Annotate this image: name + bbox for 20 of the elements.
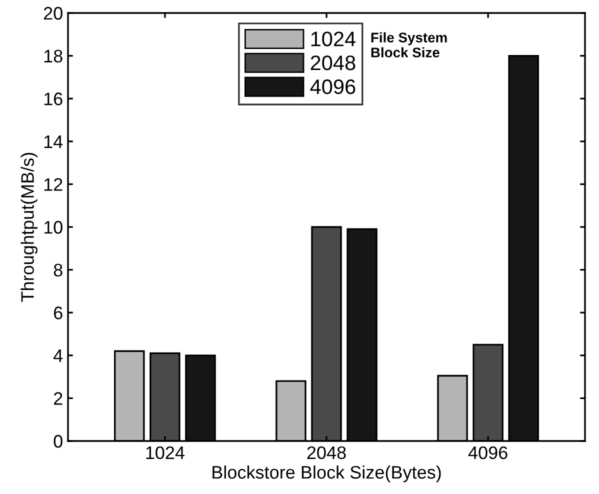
x-axis-title: Blockstore Block Size(Bytes) xyxy=(212,465,441,482)
legend-title: File System Block Size xyxy=(371,32,447,58)
x-tick-label: 2048 xyxy=(307,446,346,460)
legend-label: 2048 xyxy=(310,55,356,70)
y-tick-label: 10 xyxy=(44,220,62,234)
y-tick-label: 8 xyxy=(54,264,62,277)
y-tick-label: 18 xyxy=(44,50,62,63)
y-tick-label: 16 xyxy=(44,92,62,106)
y-tick-label: 12 xyxy=(44,178,62,191)
legend-label: 4096 xyxy=(310,79,356,94)
y-tick-label: 14 xyxy=(44,136,63,148)
y-axis-title: Throughtput(MB/s) xyxy=(20,152,38,302)
y-tick-label: 4 xyxy=(54,350,63,362)
y-tick-label: 20 xyxy=(44,6,62,20)
y-tick-label: 2 xyxy=(54,392,62,405)
x-tick-label: 1024 xyxy=(146,446,184,460)
y-tick-label: 0 xyxy=(54,434,62,448)
y-tick-label: 6 xyxy=(54,306,62,320)
x-tick-label: 4096 xyxy=(468,446,508,460)
legend-label: 1024 xyxy=(311,32,356,46)
